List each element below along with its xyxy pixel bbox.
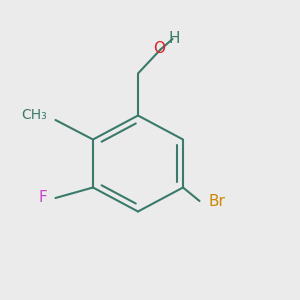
Text: H: H [168,31,180,46]
Text: Br: Br [208,194,225,208]
Text: CH₃: CH₃ [21,108,46,122]
Text: F: F [39,190,47,206]
Text: O: O [153,41,165,56]
